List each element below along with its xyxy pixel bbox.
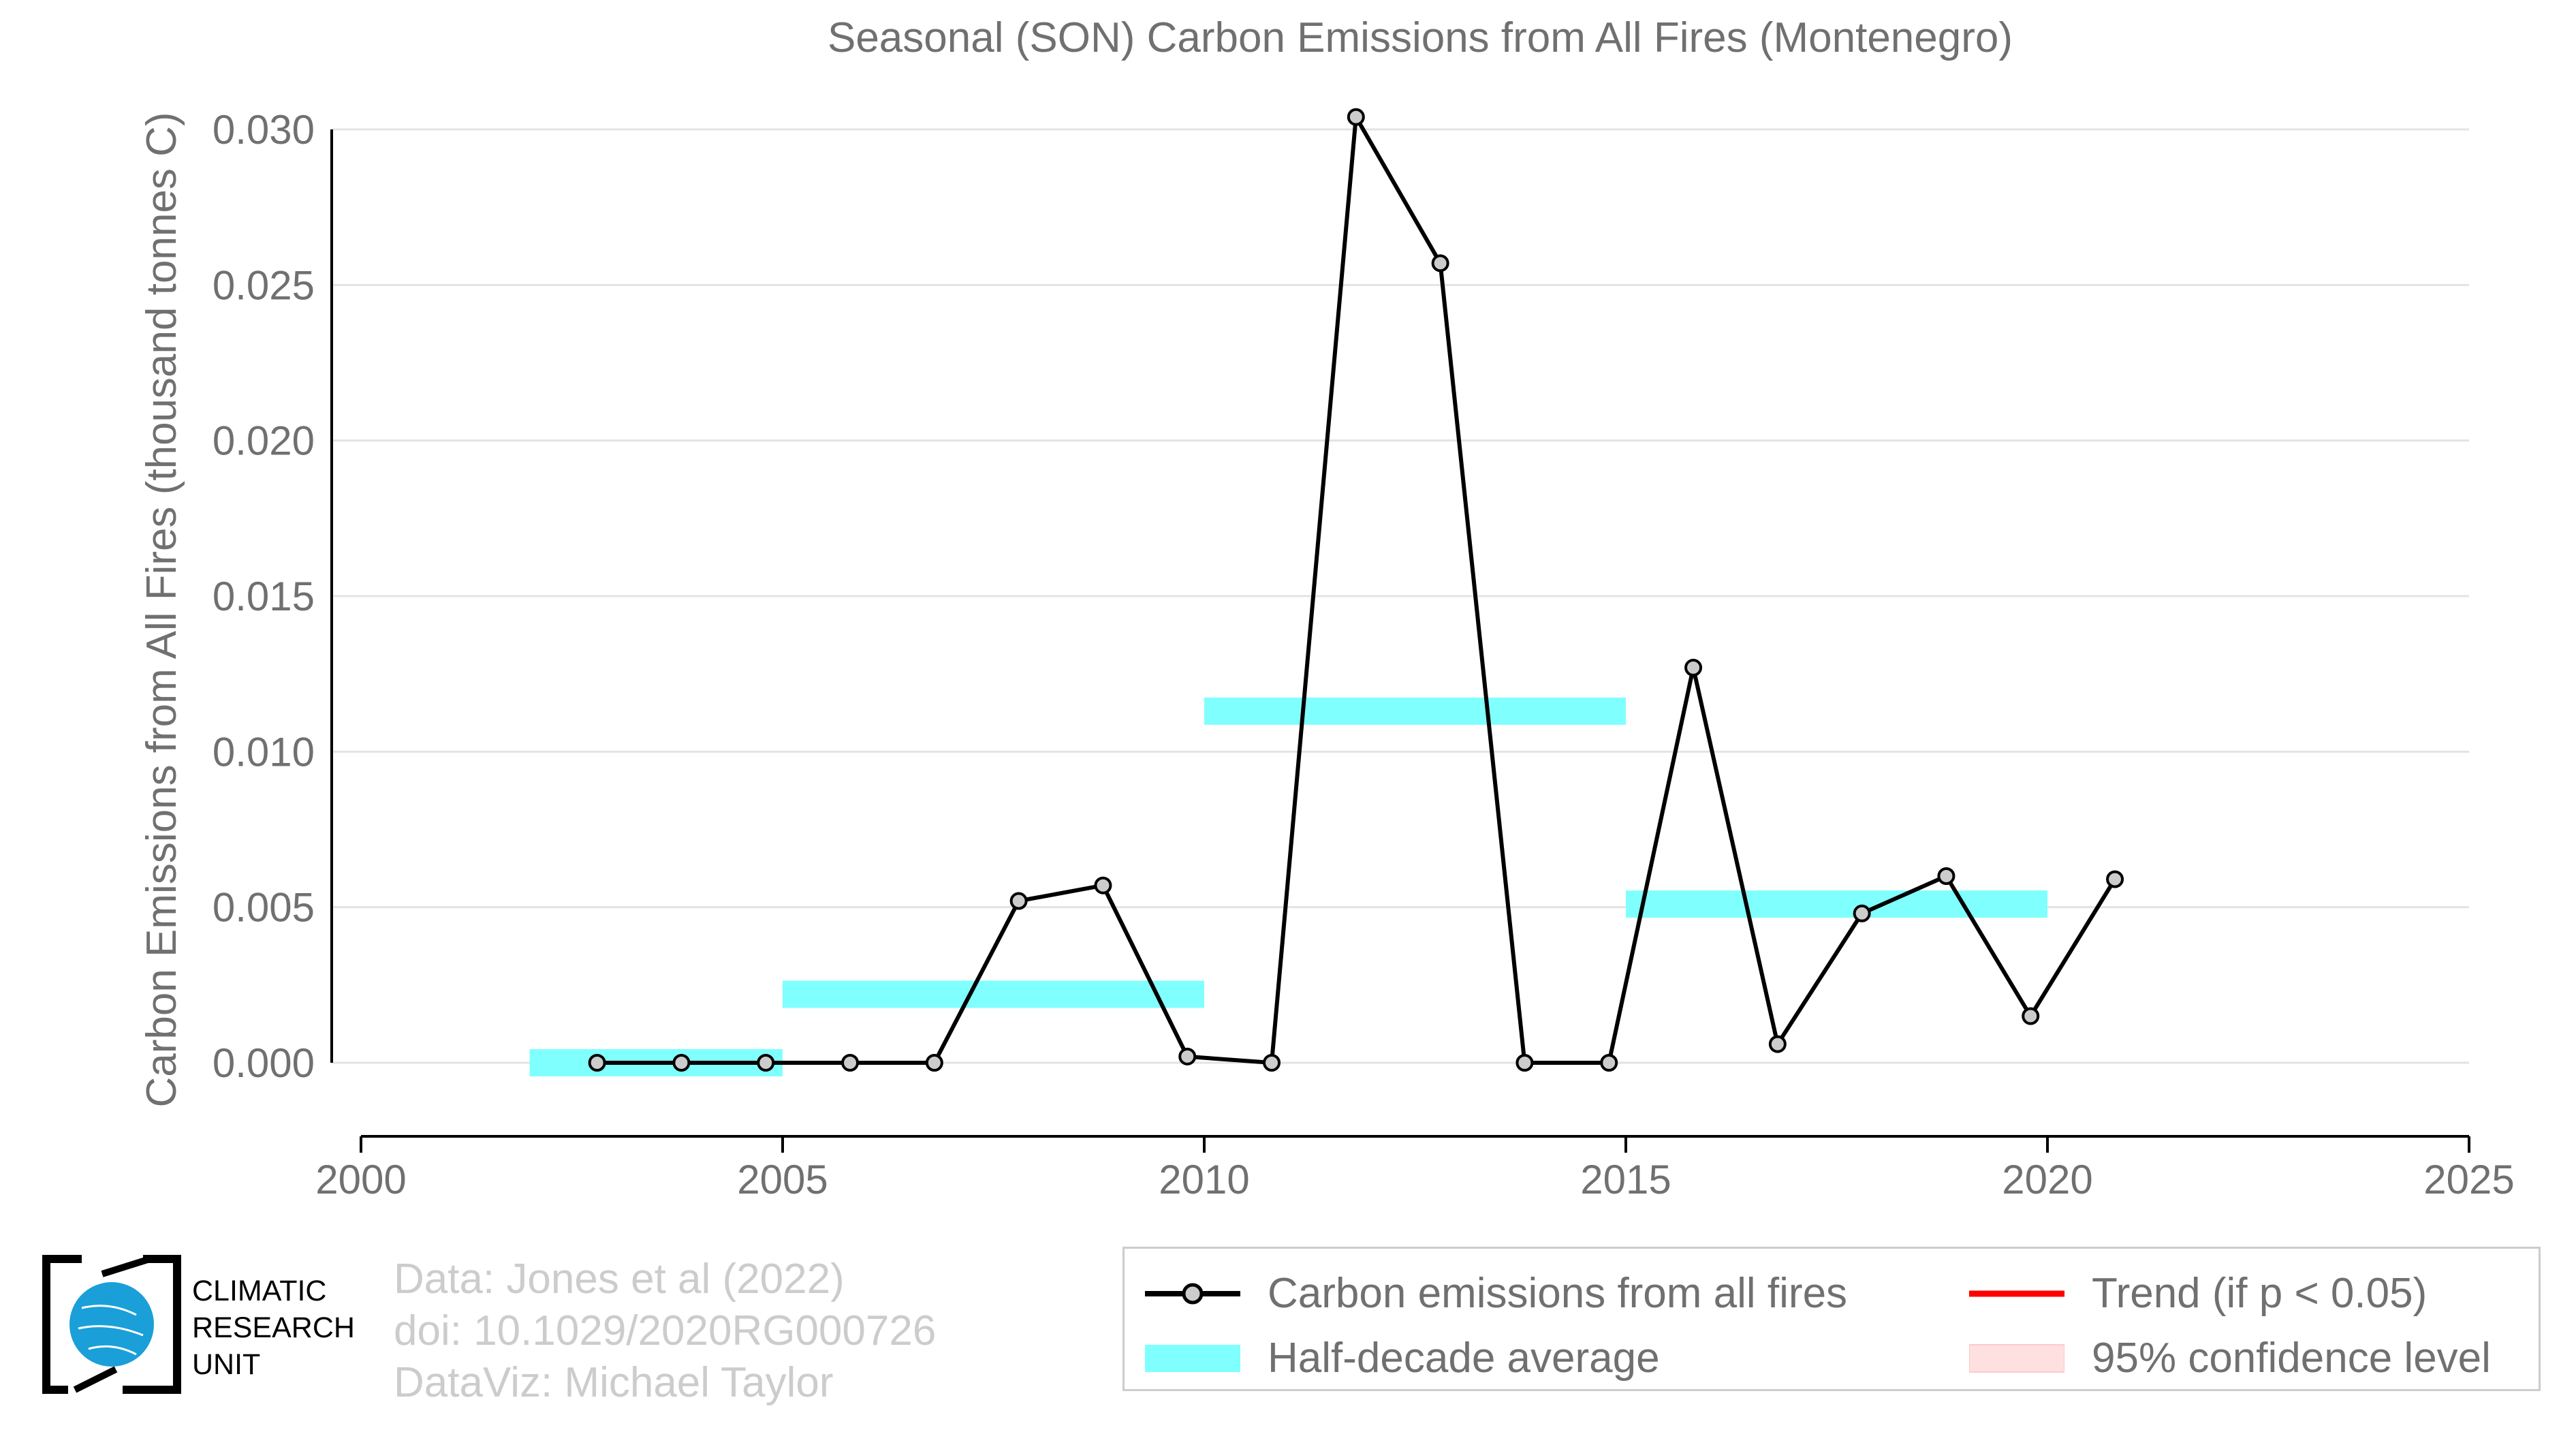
x-tick-label: 2015 (1580, 1157, 1671, 1202)
data-point (588, 1054, 606, 1072)
legend-item-emissions: Carbon emissions from all fires (1145, 1269, 1847, 1318)
chart: Seasonal (SON) Carbon Emissions from All… (138, 14, 2515, 1202)
x-tick-label: 2010 (1159, 1157, 1249, 1202)
legend-item-confidence: 95% confidence level (1968, 1334, 2491, 1382)
credit-dataviz: DataViz: Michael Taylor (394, 1359, 834, 1406)
data-point (925, 1054, 943, 1072)
data-point (757, 1054, 775, 1072)
half-decade-average-bar (1626, 890, 2047, 918)
cru-logo: CLIMATIC RESEARCH UNIT (41, 1254, 355, 1397)
logo-line-2: RESEARCH (192, 1311, 355, 1344)
y-tick-label: 0.010 (213, 729, 315, 775)
y-tick-label: 0.015 (213, 574, 315, 619)
data-point (1684, 659, 1703, 677)
legend-label-half-decade: Half-decade average (1268, 1335, 1660, 1382)
data-point (1347, 108, 1365, 126)
data-point (2106, 870, 2124, 888)
half-decade-bands (529, 697, 2047, 1076)
data-point (1768, 1035, 1787, 1053)
y-tick-label: 0.030 (213, 107, 315, 153)
legend-label-emissions: Carbon emissions from all fires (1268, 1270, 1848, 1317)
half-decade-average-bar (783, 980, 1204, 1008)
gridlines (332, 128, 2469, 1064)
x-tick-label: 2020 (2002, 1157, 2092, 1202)
y-tick-label: 0.020 (213, 418, 315, 464)
data-point (1178, 1047, 1197, 1065)
data-point (1600, 1054, 1618, 1072)
data-point (1431, 254, 1449, 273)
series-points (588, 108, 2124, 1072)
legend-label-confidence: 95% confidence level (2092, 1335, 2491, 1382)
chart-title: Seasonal (SON) Carbon Emissions from All… (828, 14, 2013, 61)
data-point (2022, 1007, 2040, 1025)
legend-trend-symbol (1969, 1273, 2064, 1314)
logo-line-3: UNIT (192, 1348, 261, 1381)
cru-logo-mark (42, 1255, 181, 1394)
credit-data-source: Data: Jones et al (2022) (394, 1256, 845, 1303)
legend-band-symbol (1145, 1338, 1240, 1379)
axes (330, 129, 2470, 1153)
data-point (1263, 1054, 1281, 1072)
emissions-line (597, 114, 2117, 1065)
data-point (1009, 892, 1028, 910)
data-point (1094, 876, 1112, 894)
data-credits: Data: Jones et al (2022) doi: 10.1029/20… (394, 1254, 936, 1409)
data-point (1853, 904, 1871, 922)
data-point (1515, 1054, 1534, 1072)
y-tick-label: 0.005 (213, 885, 315, 931)
data-point (841, 1054, 860, 1072)
logo-line-1: CLIMATIC (192, 1275, 327, 1307)
y-axis-label: Carbon Emissions from All Fires (thousan… (138, 112, 185, 1107)
y-tick-label: 0.025 (213, 262, 315, 308)
legend-item-trend: Trend (if p < 0.05) (1969, 1269, 2427, 1318)
x-tick-label: 2000 (315, 1157, 406, 1202)
legend-confidence-symbol (1968, 1338, 2065, 1379)
chart-legend: Carbon emissions from all fires Trend (i… (1122, 1247, 2541, 1391)
cru-logo-text: CLIMATIC RESEARCH UNIT (192, 1273, 355, 1383)
x-tick-label: 2005 (737, 1157, 828, 1202)
data-point (1937, 867, 1955, 885)
y-tick-label: 0.000 (213, 1040, 315, 1086)
globe-icon (69, 1282, 154, 1367)
legend-item-half-decade: Half-decade average (1145, 1334, 1660, 1382)
half-decade-average-bar (1204, 697, 1626, 725)
x-tick-labels: 2000 2005 2010 2015 2020 2025 (315, 1157, 2514, 1202)
credit-doi: doi: 10.1029/2020RG000726 (394, 1307, 937, 1354)
x-tick-label: 2025 (2423, 1157, 2514, 1202)
legend-label-trend: Trend (if p < 0.05) (2092, 1270, 2428, 1317)
legend-line-marker-symbol (1145, 1273, 1240, 1314)
y-tick-labels: 0.000 0.005 0.010 0.015 0.020 0.025 0.030 (213, 107, 315, 1086)
data-point (672, 1054, 691, 1072)
series-line (597, 114, 2117, 1065)
